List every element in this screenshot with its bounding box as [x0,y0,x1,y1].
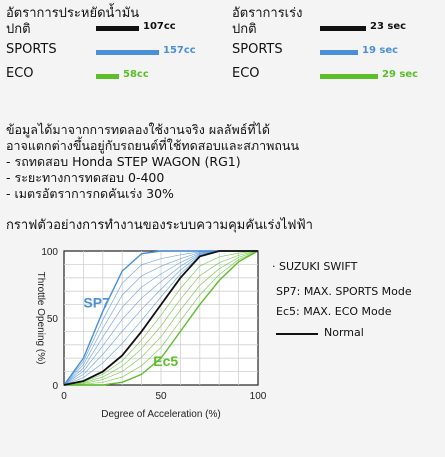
accel-bar [320,74,378,79]
ec5-curve [63,250,259,386]
legend-normal: Normal [324,326,364,339]
note-list: ข้อมูลได้มาจากการทดลองใช้งานจริง ผลลัพธ์… [6,122,299,202]
accel-row-label: ปกติ [232,22,257,37]
sp7-label: SP7 [83,294,110,310]
ec5-curve [63,250,259,386]
note-line: - เมตรอัตราการกดคันเร่ง 30% [6,186,174,201]
legend-ec5: Ec5: MAX. ECO Mode [276,305,392,318]
legend-normal-line [276,333,318,335]
y-tick-label: 100 [41,247,58,258]
ec5-curve [63,250,259,386]
note-line: ข้อมูลได้มาจากการทดลองใช้งานจริง ผลลัพธ์… [6,122,270,137]
fuel-value: 58cc [123,69,149,80]
accel-value: 23 sec [370,21,407,32]
fuel-value: 157cc [163,45,196,56]
x-tick-label: 0 [61,391,67,402]
y-tick-label: 0 [52,381,58,392]
fuel-row-label: ปกติ [6,22,31,37]
y-tick-label: 50 [47,314,59,325]
y-axis-label: Throttle Opening (%) [35,272,46,365]
accel-row-label: SPORTS [232,42,283,57]
throttle-chart: 0 50 100 0 50 100 Degree of Acceleration (%) Th… [35,247,267,420]
accel-bar [320,50,358,55]
ec5-curve [63,250,259,386]
fuel-bar [96,26,139,31]
note-line: - รถทดสอบ Honda STEP WAGON (RG1) [6,154,241,169]
fuel-bar [96,50,159,55]
accel-value: 19 sec [362,45,399,56]
normal-curve [63,250,258,386]
x-tick-label: 50 [155,391,167,402]
fuel-title: อัตราการประหยัดน้ำมัน [6,6,140,21]
x-tick-label: 100 [250,391,267,402]
accel-bar [320,26,366,31]
note-line: อาจแตกต่างขึ้นอยู่กับรถยนต์ที่ใช้ทดสอบแล… [6,138,299,153]
graph-title: กราฟตัวอย่างการทำงานของระบบความคุมคันเร่… [6,218,313,233]
note-line: - ระยะทางการทดสอบ 0-400 [6,170,165,185]
accel-title: อัตราการเร่ง [232,6,303,21]
accel-value: 29 sec [382,69,419,80]
fuel-bar [96,74,119,79]
accel-row-label: ECO [232,66,260,81]
fuel-row-label: SPORTS [6,42,57,57]
ec5-curve [64,250,259,386]
fuel-row-label: ECO [6,66,34,81]
ec5-label: Ec5 [153,353,178,369]
x-axis-label: Degree of Acceleration (%) [101,409,221,420]
legend-sp7: SP7: MAX. SPORTS Mode [276,285,412,298]
fuel-value: 107cc [143,21,176,32]
legend-car: · SUZUKI SWIFT [272,260,358,273]
